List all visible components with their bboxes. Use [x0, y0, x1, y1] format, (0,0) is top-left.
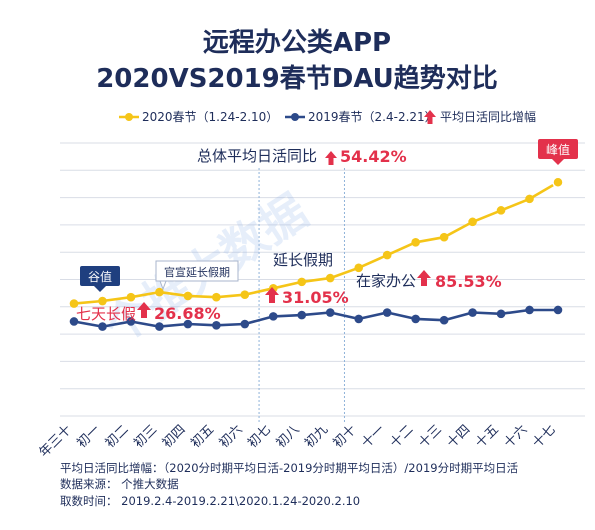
data-point-0	[382, 250, 392, 260]
x-tick-label: 十四	[444, 422, 473, 451]
data-point-0	[525, 194, 534, 204]
data-point-1	[468, 308, 477, 317]
legend-growth-arrow-icon	[424, 110, 436, 124]
overall-growth-arrow-icon	[325, 151, 337, 165]
legend-2019-label: 2019春节（2.4-2.21）	[308, 110, 437, 124]
peak-point	[552, 176, 564, 189]
data-point-1	[155, 322, 164, 331]
x-tick-label: 初三	[131, 422, 160, 451]
x-tick-label: 十五	[473, 422, 502, 451]
data-point-0	[183, 291, 193, 301]
legend-2020-label: 2020春节（1.24-2.10）	[142, 110, 278, 124]
x-tick-label: 十一	[359, 422, 388, 451]
data-point-1	[496, 309, 506, 319]
x-tick-label: 初七	[245, 422, 274, 451]
series-lines	[69, 176, 564, 331]
series-line-0	[73, 181, 559, 305]
series-line-1	[73, 308, 558, 328]
data-point-1	[439, 315, 449, 325]
data-point-1	[183, 319, 193, 329]
data-point-0	[155, 287, 164, 297]
x-tick-label: 年三十	[37, 422, 75, 460]
announce-callout-label: 官宣延长假期	[164, 265, 230, 279]
announce-callout-pointer-icon	[159, 280, 167, 291]
holiday-growth-arrow-icon	[137, 302, 151, 318]
x-tick-label: 十六	[501, 422, 530, 451]
x-tick-label: 初四	[160, 422, 189, 451]
data-point-0	[439, 232, 449, 242]
data-point-1	[411, 314, 420, 324]
peak-badge-pointer-icon	[552, 159, 564, 165]
data-point-0	[325, 273, 335, 283]
overall-growth-label: 总体平均日活同比	[197, 147, 317, 165]
data-point-0	[126, 292, 136, 302]
x-tick-label: 初六	[217, 422, 246, 451]
x-tick-label: 初五	[188, 422, 217, 451]
data-point-1	[325, 308, 335, 317]
grid	[60, 142, 585, 417]
data-point-0	[240, 290, 250, 299]
data-point-0	[354, 263, 364, 273]
peak-badge	[538, 139, 578, 159]
x-tick-label: 初二	[103, 422, 132, 451]
data-point-1	[297, 310, 307, 320]
peak-badge-label: 峰值	[546, 142, 570, 157]
data-point-0	[411, 237, 420, 247]
holiday-label: 七天长假	[76, 305, 136, 323]
wfh-growth-arrow-icon	[417, 270, 431, 286]
data-point-0	[297, 277, 307, 287]
x-tick-label: 初十	[331, 422, 360, 451]
chart-title-line1: 远程办公类APP	[203, 28, 391, 58]
x-tick-label: 十三	[416, 422, 445, 451]
legend-2019-marker	[291, 113, 299, 121]
legend-growth-label: 平均日活同比增幅	[440, 109, 536, 124]
wfh-label: 在家办公	[356, 272, 416, 290]
data-point-0	[98, 296, 107, 306]
data-point-1	[553, 305, 563, 315]
data-point-1	[212, 321, 221, 330]
x-tick-label: 初八	[274, 422, 303, 451]
data-point-1	[382, 308, 392, 317]
overall-growth-value: 54.42%	[340, 147, 407, 166]
x-axis-ticks: 年三十 初一 初二 初三 初四 初五 初六 初七 初八 初九 初十 十一 十二 十三 十四 十五 十六 十七	[37, 422, 559, 460]
extended-growth-value: 31.05%	[282, 288, 349, 307]
data-point-1	[69, 317, 79, 326]
data-point-0	[496, 206, 506, 215]
footer-formula: 平均日活同比增幅：（2020分时期平均日活-2019分时期平均日活）/2019分…	[60, 461, 518, 475]
chart-title-line2: 2020VS2019春节DAU趋势对比	[96, 64, 498, 94]
data-point-1	[126, 317, 136, 326]
legend: 2020春节（1.24-2.10） 2019春节（2.4-2.21） 平均日活同…	[119, 109, 536, 124]
data-point-1	[240, 319, 250, 329]
footer-period: 取数时间： 2019.2.4-2019.2.21\2020.1.24-2020.…	[60, 494, 360, 508]
x-tick-label: 十七	[530, 422, 559, 451]
extended-growth-arrow-icon	[265, 287, 279, 303]
data-point-1	[525, 305, 534, 315]
trough-badge	[80, 266, 120, 286]
extended-holiday-title: 延长假期	[273, 251, 333, 269]
trough-badge-pointer-icon	[94, 286, 106, 292]
x-tick-label: 初九	[302, 422, 331, 451]
x-tick-label: 十二	[387, 422, 416, 451]
data-point-1	[98, 322, 107, 331]
footer-source: 数据来源： 个推大数据	[60, 477, 179, 491]
announce-callout	[155, 260, 239, 282]
wfh-growth-value: 85.53%	[435, 272, 502, 291]
legend-2020-marker	[125, 113, 133, 121]
data-point-0	[212, 292, 221, 302]
data-point-1	[354, 314, 364, 324]
x-tick-label: 初一	[74, 422, 103, 451]
data-point-0	[69, 299, 79, 308]
annotations: 总体平均日活同比 54.42% 谷值 七天长假 26.68% 官宣延长假期 延长…	[76, 139, 578, 323]
data-point-1	[268, 312, 278, 321]
data-point-0	[468, 217, 477, 227]
holiday-growth-value: 26.68%	[154, 304, 221, 323]
trough-badge-label: 谷值	[88, 269, 112, 284]
